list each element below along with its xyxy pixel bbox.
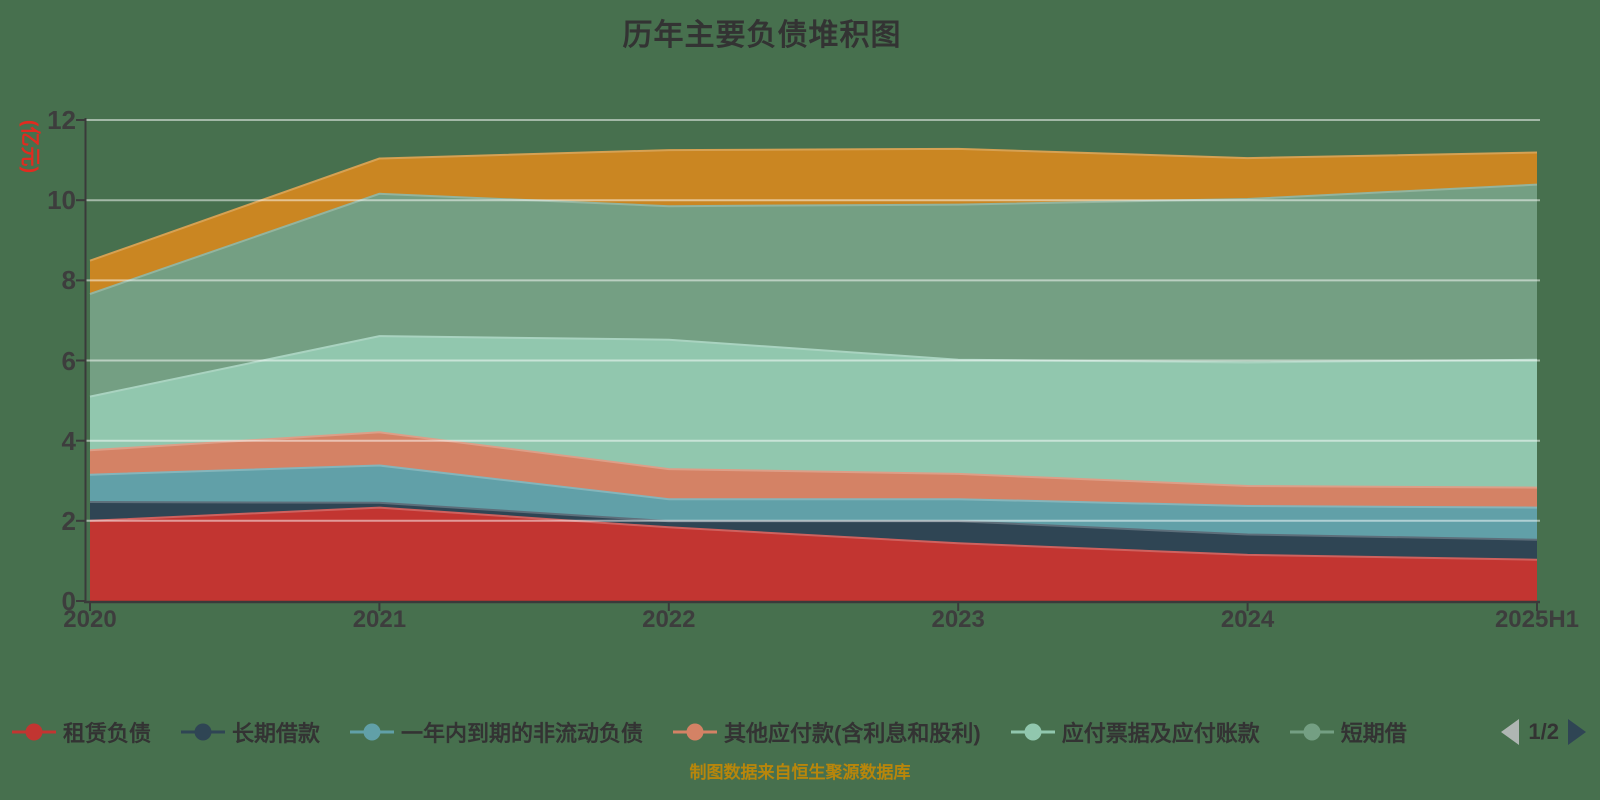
legend-items: 租赁负债 长期借款 一年内到期的非流动负债 其他应付款(含利息和股利) 应付票据及应付账… <box>12 716 1407 748</box>
area-band-3 <box>90 432 1537 508</box>
data-source-caption: 制图数据来自恒生聚源数据库 <box>689 763 911 782</box>
x-axis-label-2025H1: 2025H1 <box>1494 606 1580 633</box>
area-line-4 <box>89 335 1538 398</box>
legend-marker-icon <box>12 723 56 741</box>
area-band-5 <box>90 184 1537 397</box>
x-axis-label-2020: 2020 <box>63 606 117 633</box>
x-axis-label-2023: 2023 <box>931 606 985 633</box>
legend-item-0[interactable]: 租赁负债 <box>12 716 151 748</box>
y-axis-label-0: 0 <box>61 586 76 616</box>
legend-pager: 1/2 <box>1501 719 1586 745</box>
y-axis-label-10: 10 <box>47 185 76 216</box>
y-axis-label-4: 4 <box>61 425 76 456</box>
area-line-5 <box>89 183 1538 295</box>
legend-label: 长期借款 <box>232 721 321 746</box>
page-title: 历年主要负债堆积图 <box>622 19 902 52</box>
legend-page-indicator: 1/2 <box>1528 719 1559 744</box>
legend-marker-icon <box>1010 723 1055 741</box>
x-axis-label-2022: 2022 <box>642 606 696 633</box>
legend: 租赁负债 长期借款 一年内到期的非流动负债 其他应付款(含利息和股利) 应付票据及应付账… <box>12 712 1586 752</box>
x-axis-label-2021: 2021 <box>352 606 407 633</box>
legend-marker-icon <box>350 723 395 741</box>
legend-label: 其他应付款(含利息和股利) <box>724 721 981 746</box>
legend-item-4[interactable]: 应付票据及应付账款 <box>1010 716 1260 748</box>
legend-label: 应付票据及应付账款 <box>1061 721 1260 746</box>
legend-item-1[interactable]: 长期借款 <box>181 716 320 748</box>
x-axis-label-2024: 2024 <box>1220 606 1275 633</box>
area-line-0 <box>89 506 1538 561</box>
legend-label: 租赁负债 <box>63 721 152 746</box>
legend-prev-page-icon[interactable] <box>1501 719 1520 745</box>
legend-label: 一年内到期的非流动负债 <box>401 721 644 746</box>
area-line-3 <box>89 431 1538 489</box>
legend-item-2[interactable]: 一年内到期的非流动负债 <box>350 716 643 748</box>
y-axis-label-12: 12 <box>47 105 76 136</box>
legend-marker-icon <box>181 723 226 741</box>
area-line-2 <box>89 464 1538 509</box>
legend-next-page-icon[interactable] <box>1568 719 1586 745</box>
legend-item-5[interactable]: 短期借 <box>1289 716 1407 748</box>
legend-label: 短期借 <box>1340 721 1407 746</box>
legend-item-3[interactable]: 其他应付款(含利息和股利) <box>673 716 981 748</box>
legend-marker-icon <box>1289 723 1334 741</box>
area-band-1 <box>90 502 1537 560</box>
area-band-6 <box>90 148 1537 294</box>
y-axis-label-8: 8 <box>61 265 76 296</box>
area-band-0 <box>90 507 1537 601</box>
y-axis-label-6: 6 <box>61 345 76 376</box>
legend-marker-icon <box>673 723 718 741</box>
area-band-4 <box>90 336 1537 488</box>
area-line-6 <box>89 147 1538 262</box>
y-axis-label-2: 2 <box>61 505 76 536</box>
